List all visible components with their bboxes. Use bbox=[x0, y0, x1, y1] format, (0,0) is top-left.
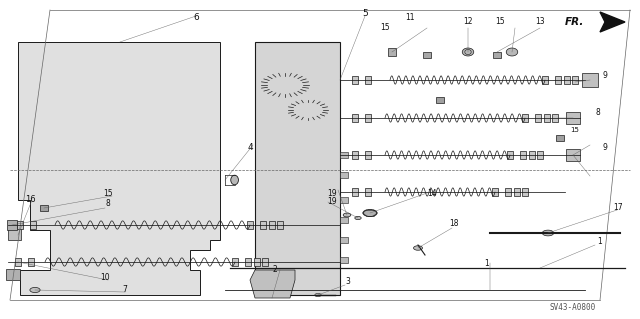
Circle shape bbox=[413, 246, 422, 250]
Bar bbox=[340, 173, 348, 178]
Bar bbox=[388, 48, 397, 56]
Text: 2: 2 bbox=[273, 265, 277, 275]
Bar bbox=[352, 188, 358, 196]
Bar bbox=[15, 258, 21, 266]
Bar bbox=[17, 221, 23, 229]
Text: 16: 16 bbox=[25, 196, 35, 204]
Polygon shape bbox=[250, 270, 295, 298]
Text: 10: 10 bbox=[100, 273, 110, 283]
Bar bbox=[340, 197, 348, 203]
Text: 6: 6 bbox=[193, 13, 199, 23]
Bar bbox=[492, 188, 498, 196]
Bar bbox=[520, 151, 526, 159]
Text: 5: 5 bbox=[362, 9, 368, 18]
Bar bbox=[556, 135, 564, 141]
Bar bbox=[572, 76, 578, 84]
Circle shape bbox=[542, 230, 554, 236]
Bar bbox=[505, 188, 511, 196]
Bar bbox=[564, 76, 570, 84]
Bar bbox=[537, 151, 543, 159]
Bar bbox=[232, 258, 238, 266]
Text: 8: 8 bbox=[106, 199, 110, 209]
Text: 9: 9 bbox=[603, 70, 607, 79]
Bar bbox=[245, 258, 251, 266]
Bar bbox=[247, 221, 253, 229]
Polygon shape bbox=[18, 42, 220, 295]
Text: 7: 7 bbox=[123, 286, 127, 294]
Bar bbox=[365, 151, 371, 159]
Text: 12: 12 bbox=[463, 18, 473, 26]
Bar bbox=[255, 42, 340, 295]
Text: 17: 17 bbox=[613, 203, 623, 211]
Bar bbox=[535, 114, 541, 122]
Bar bbox=[435, 97, 445, 103]
Bar bbox=[340, 237, 348, 242]
Bar bbox=[260, 221, 266, 229]
Bar bbox=[514, 188, 520, 196]
Bar bbox=[552, 114, 558, 122]
Bar bbox=[544, 114, 550, 122]
Bar bbox=[507, 151, 513, 159]
Bar bbox=[542, 76, 548, 84]
Bar bbox=[40, 205, 49, 211]
Ellipse shape bbox=[462, 48, 474, 56]
Bar bbox=[566, 149, 580, 161]
Text: 15: 15 bbox=[380, 23, 390, 32]
Bar bbox=[28, 258, 34, 266]
Text: SV43-A0800: SV43-A0800 bbox=[550, 303, 596, 313]
Bar bbox=[555, 76, 561, 84]
Bar bbox=[7, 220, 17, 230]
Ellipse shape bbox=[231, 175, 239, 185]
Text: 3: 3 bbox=[346, 278, 351, 286]
Text: 11: 11 bbox=[405, 13, 415, 23]
Bar bbox=[262, 258, 268, 266]
Bar bbox=[365, 188, 371, 196]
Circle shape bbox=[363, 210, 377, 217]
Bar bbox=[6, 269, 20, 280]
Circle shape bbox=[343, 213, 351, 217]
Bar bbox=[269, 221, 275, 229]
Text: 15: 15 bbox=[495, 18, 505, 26]
Text: 19: 19 bbox=[327, 197, 337, 206]
Bar bbox=[582, 73, 598, 87]
Text: 15: 15 bbox=[103, 189, 113, 197]
Circle shape bbox=[315, 293, 321, 297]
Text: 9: 9 bbox=[603, 144, 607, 152]
Bar bbox=[352, 151, 358, 159]
Text: FR.: FR. bbox=[565, 17, 584, 27]
Bar bbox=[340, 218, 348, 223]
Text: 1: 1 bbox=[484, 258, 490, 268]
Bar bbox=[365, 114, 371, 122]
Circle shape bbox=[30, 287, 40, 293]
Text: 15: 15 bbox=[571, 127, 579, 133]
Bar bbox=[522, 188, 528, 196]
Polygon shape bbox=[600, 12, 625, 32]
Circle shape bbox=[355, 216, 361, 219]
Bar bbox=[30, 221, 36, 229]
Ellipse shape bbox=[506, 48, 518, 56]
Text: 1: 1 bbox=[598, 238, 602, 247]
Bar bbox=[8, 227, 20, 240]
Bar bbox=[352, 76, 358, 84]
Bar bbox=[424, 52, 431, 58]
Bar bbox=[277, 221, 283, 229]
Bar bbox=[522, 114, 528, 122]
Bar bbox=[566, 112, 580, 124]
Bar bbox=[340, 257, 348, 263]
Text: 19: 19 bbox=[327, 189, 337, 197]
Bar bbox=[493, 52, 500, 58]
Bar bbox=[352, 114, 358, 122]
Bar bbox=[365, 76, 371, 84]
Text: 18: 18 bbox=[449, 219, 459, 228]
Text: 4: 4 bbox=[247, 144, 253, 152]
Bar bbox=[340, 152, 348, 158]
Bar bbox=[529, 151, 535, 159]
Text: 14: 14 bbox=[427, 189, 437, 197]
Bar bbox=[254, 258, 260, 266]
Text: 13: 13 bbox=[535, 18, 545, 26]
Text: 8: 8 bbox=[596, 108, 600, 116]
